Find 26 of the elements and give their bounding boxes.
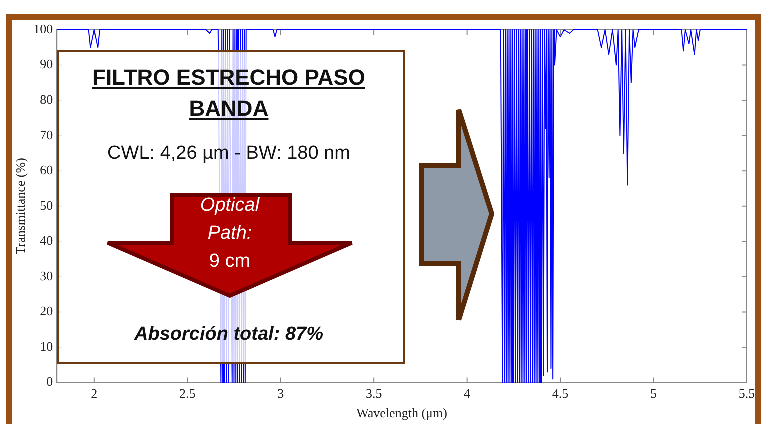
- y-tick-label: 90: [40, 56, 54, 72]
- annotation: FILTRO ESTRECHO PASO BANDA: [92, 64, 366, 123]
- y-tick-label: 30: [40, 268, 54, 284]
- y-tick-label: 70: [40, 127, 54, 142]
- y-tick-label: 60: [40, 162, 54, 178]
- annotation: Absorción total: 87%: [133, 324, 324, 346]
- x-tick-label: 2: [91, 386, 98, 402]
- annotation: CWL: 4,26 µm - BW: 180 nm: [106, 143, 352, 165]
- x-tick-label: 4: [464, 386, 472, 402]
- y-tick-label: 20: [40, 304, 54, 319]
- y-tick-label: 50: [40, 198, 54, 213]
- x-tick-label: 4.5: [552, 386, 569, 402]
- x-tick-label: 2.5: [179, 386, 196, 402]
- x-axis-title: Wavelength (μm): [356, 406, 448, 421]
- y-tick-label: 80: [40, 92, 54, 107]
- x-tick-label: 3: [278, 386, 284, 402]
- x-tick-label: 3.5: [366, 386, 382, 402]
- y-tick-label: 100: [34, 21, 54, 36]
- y-tick-label: 40: [40, 233, 54, 248]
- annotation: Optical Path:: [199, 194, 261, 246]
- y-tick-label: 10: [40, 338, 54, 354]
- x-tick-label: 5: [650, 386, 658, 402]
- y-tick-label: 0: [46, 374, 54, 390]
- y-axis-title: Transmittance (%): [13, 158, 28, 255]
- annotation: 9 cm: [208, 250, 252, 274]
- x-tick-label: 5.5: [738, 386, 756, 402]
